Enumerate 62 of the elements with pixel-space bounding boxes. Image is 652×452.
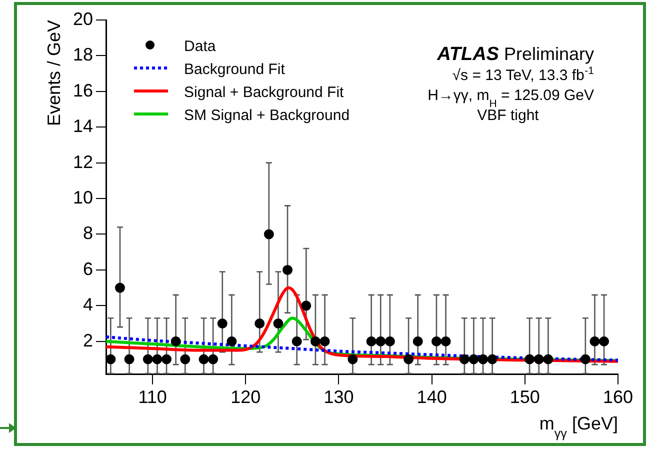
y-tick-label: 2 (83, 330, 94, 350)
point (162, 354, 172, 364)
y-tick-label: 16 (72, 80, 94, 100)
point (152, 354, 162, 364)
y-tick-label: 18 (72, 44, 94, 65)
y-tick-label: 6 (83, 258, 94, 279)
legend-label: Background Fit (184, 61, 286, 78)
point (366, 336, 376, 346)
point (273, 318, 284, 329)
line-series (106, 286, 618, 363)
point (226, 336, 237, 346)
point (459, 354, 470, 364)
point (310, 336, 320, 346)
point (376, 336, 386, 346)
point (114, 282, 125, 293)
point (543, 354, 554, 364)
point (292, 336, 302, 346)
point (440, 336, 451, 346)
point (217, 318, 228, 329)
x-tick-label: 110 (138, 387, 167, 408)
point (254, 318, 265, 329)
y-tick-label: 12 (72, 152, 94, 172)
point (301, 300, 312, 311)
legend-label: Data (184, 38, 216, 55)
x-tick-label: 120 (230, 387, 261, 408)
x-tick-label: 160 (602, 387, 634, 408)
point (348, 354, 358, 364)
point (404, 354, 414, 364)
y-tick-label: 14 (72, 116, 94, 136)
y-tick-label: 4 (83, 294, 94, 315)
legend-label: SM Signal + Background (184, 107, 350, 124)
point (264, 229, 274, 240)
y-tick-label: 20 (72, 8, 94, 29)
y-tick-label: 10 (72, 188, 94, 208)
point (534, 354, 544, 364)
point (384, 336, 395, 346)
point (590, 336, 600, 346)
point (478, 354, 488, 364)
legend-label: Signal + Background Fit (184, 84, 345, 101)
point (198, 354, 209, 364)
x-tick-label: 140 (416, 387, 447, 408)
point (487, 354, 498, 364)
annotation: ATLAS Preliminary (436, 44, 594, 65)
point (431, 336, 442, 346)
point (599, 336, 610, 346)
point (524, 354, 535, 364)
annotation: VBF tight (477, 107, 540, 124)
point (180, 354, 190, 364)
point (170, 336, 181, 346)
x-tick-label: 130 (324, 387, 354, 408)
point (124, 354, 134, 364)
y-axis-title: Events / GeV (44, 20, 64, 126)
point (208, 354, 218, 364)
point (282, 264, 293, 275)
x-tick-label: 150 (510, 387, 540, 408)
point (580, 354, 590, 364)
point (320, 336, 330, 346)
point (142, 354, 153, 364)
point (106, 354, 116, 364)
point (412, 336, 423, 346)
point (468, 354, 479, 364)
y-tick-label: 8 (83, 223, 94, 244)
